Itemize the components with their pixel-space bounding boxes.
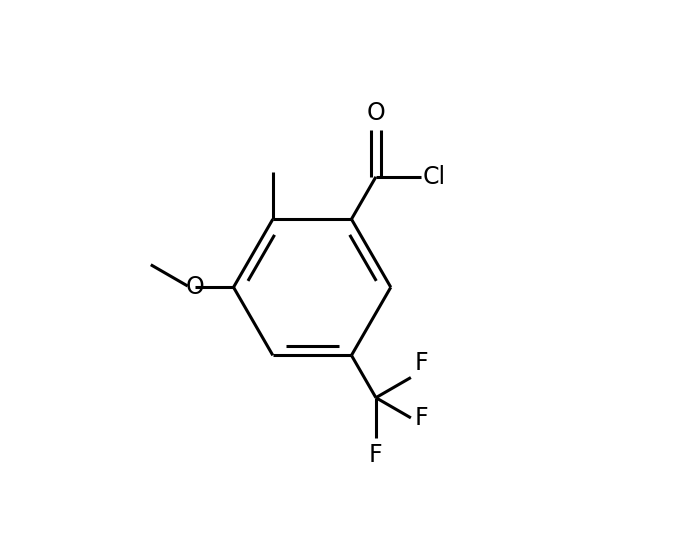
- Text: F: F: [415, 352, 428, 375]
- Text: O: O: [186, 275, 205, 299]
- Text: F: F: [369, 443, 383, 467]
- Text: F: F: [415, 406, 428, 430]
- Text: Cl: Cl: [423, 165, 446, 189]
- Text: O: O: [367, 101, 385, 125]
